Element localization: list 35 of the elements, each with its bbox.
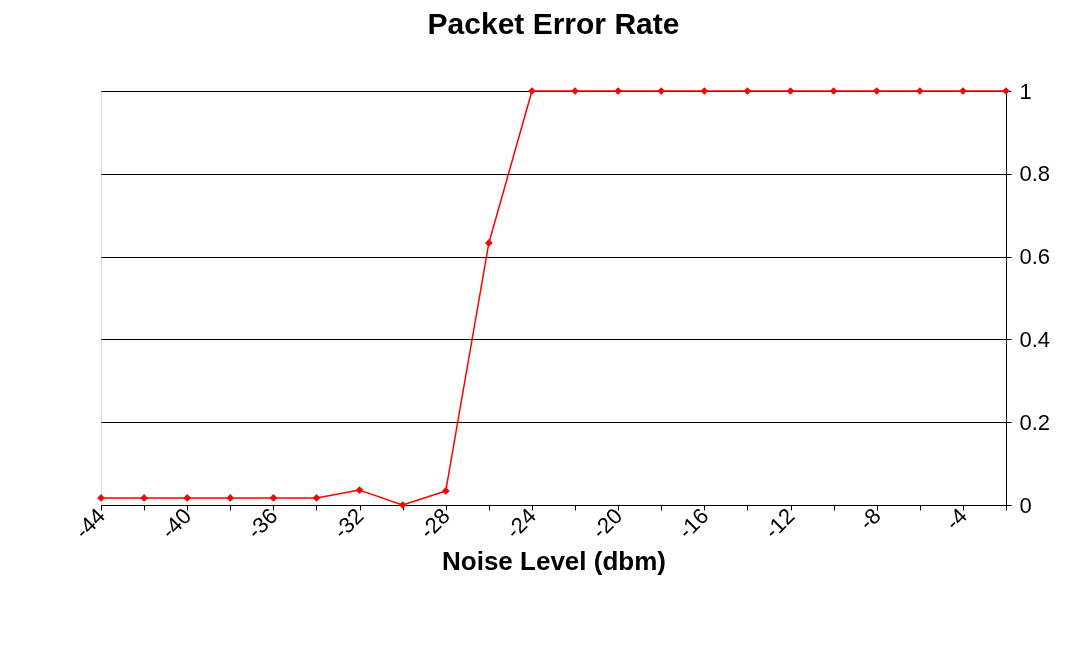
point (614, 87, 623, 95)
y-tick-label: 0.4 (1019, 326, 1051, 352)
x-tick-label: -28 (414, 503, 455, 544)
point (183, 494, 192, 502)
y-tick-label: 0 (1019, 492, 1032, 518)
point (657, 87, 666, 95)
x-tick-label: -12 (759, 503, 800, 544)
point (269, 494, 278, 502)
x-tick-label: -40 (156, 503, 197, 544)
x-tick-label: -44 (69, 503, 110, 544)
x-tick-label: -8 (854, 503, 886, 535)
point (829, 87, 838, 95)
point (441, 487, 450, 495)
point (355, 486, 364, 494)
y-tick-label: 0.8 (1019, 161, 1051, 187)
x-tick-label: -16 (673, 503, 714, 544)
point (786, 87, 795, 95)
y-tick-label: 0.2 (1019, 409, 1051, 435)
point (700, 87, 709, 95)
point (872, 87, 881, 95)
x-tick-label: -20 (586, 503, 628, 544)
y-tick-label: 0.6 (1019, 244, 1051, 270)
x-tick-label: -24 (500, 503, 541, 544)
point (226, 494, 235, 502)
x-axis-title: Noise Level (dbm) (442, 545, 666, 576)
x-tick-label: -32 (328, 503, 369, 544)
x-tick-label: -36 (242, 503, 283, 544)
point (484, 239, 493, 247)
y-tick-label: 1 (1019, 78, 1032, 104)
point (312, 494, 321, 502)
chart-title: Packet Error Rate (427, 7, 680, 40)
point (743, 87, 752, 95)
x-tick-label: -4 (940, 503, 972, 535)
point (915, 87, 924, 95)
point (398, 501, 407, 509)
